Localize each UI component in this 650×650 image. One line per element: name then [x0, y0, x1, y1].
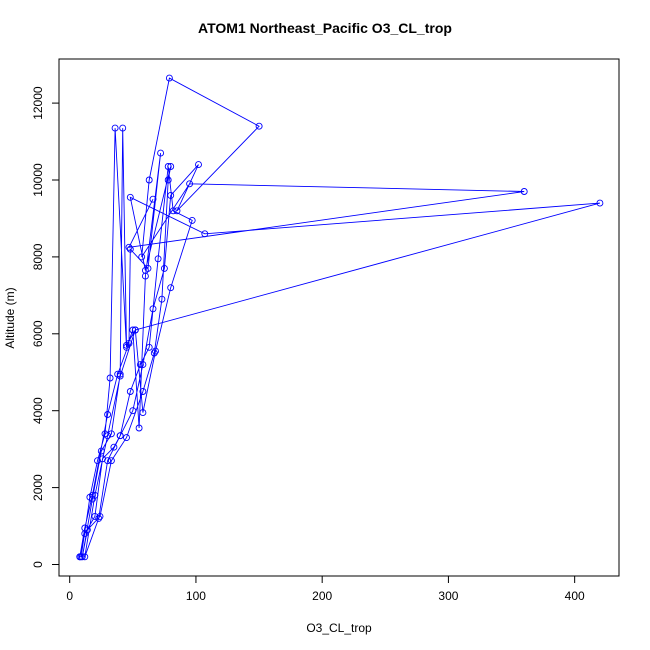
data-point	[165, 74, 173, 82]
data-point	[107, 457, 115, 465]
data-point	[167, 284, 175, 292]
x-axis-label: O3_CL_trop	[306, 621, 372, 635]
data-point	[139, 388, 147, 395]
data-point	[520, 188, 528, 195]
data-point	[596, 199, 604, 207]
data-point	[104, 457, 112, 465]
data-point	[255, 122, 263, 130]
x-tick-label: 400	[565, 589, 585, 603]
data-point	[96, 512, 104, 520]
data-point	[107, 430, 115, 438]
data-point	[119, 124, 127, 132]
data-point	[81, 553, 89, 561]
data-point	[167, 191, 175, 199]
data-point	[111, 124, 119, 132]
data-point	[129, 326, 137, 334]
data-point	[116, 432, 124, 440]
data-point	[154, 255, 162, 263]
y-tick-label: 0	[31, 561, 45, 568]
x-tick-label: 300	[438, 589, 458, 603]
data-point	[167, 163, 175, 170]
x-tick-label: 0	[66, 589, 73, 603]
data-point	[91, 491, 99, 499]
chart-title: ATOM1 Northeast_Pacific O3_CL_trop	[198, 20, 452, 36]
data-point	[188, 216, 196, 224]
data-point	[139, 409, 147, 417]
data-point	[83, 526, 91, 534]
y-tick-label: 12000	[31, 86, 45, 120]
data-point	[123, 343, 130, 351]
data-point	[95, 514, 103, 522]
data-point	[158, 295, 166, 303]
data-point	[149, 195, 157, 203]
data-point	[123, 434, 130, 442]
data-point	[126, 193, 134, 201]
data-point	[106, 374, 114, 382]
x-tick-label: 200	[312, 589, 332, 603]
data-point	[76, 553, 84, 561]
series-line	[79, 77, 601, 558]
data-point	[160, 264, 168, 272]
data-point	[116, 370, 124, 378]
data-point	[104, 411, 112, 418]
y-tick-label: 8000	[31, 243, 45, 270]
data-point	[131, 326, 139, 334]
data-point	[164, 176, 172, 184]
data-point	[138, 253, 146, 261]
data-point	[141, 266, 149, 274]
data-point	[135, 424, 143, 432]
data-point	[126, 388, 134, 395]
data-point	[104, 432, 112, 440]
data-point	[169, 207, 177, 215]
plot-frame	[58, 58, 620, 577]
data-point	[78, 553, 86, 561]
data-point	[129, 407, 137, 415]
data-point	[125, 243, 133, 251]
data-point	[201, 230, 209, 238]
series-layer	[76, 74, 604, 561]
data-point	[186, 180, 194, 188]
data-point	[110, 443, 118, 451]
data-point	[195, 161, 202, 169]
data-point	[173, 207, 181, 215]
data-point	[164, 163, 172, 170]
y-tick-label: 2000	[31, 474, 45, 501]
y-tick-label: 4000	[31, 397, 45, 424]
data-point	[123, 341, 130, 349]
data-point	[97, 447, 105, 455]
y-tick-label: 6000	[31, 320, 45, 347]
x-tick-label: 100	[186, 589, 206, 603]
data-point	[126, 245, 134, 253]
data-point	[149, 305, 157, 313]
data-point	[152, 347, 159, 355]
data-point	[91, 512, 99, 520]
data-point	[136, 361, 144, 369]
data-point	[139, 361, 147, 369]
data-point	[145, 343, 153, 351]
data-point	[116, 372, 124, 380]
data-point	[145, 176, 153, 184]
data-point	[150, 349, 158, 357]
y-tick-label: 10000	[31, 163, 45, 197]
y-axis-label: Altitude (m)	[3, 287, 17, 348]
data-point	[157, 149, 165, 157]
